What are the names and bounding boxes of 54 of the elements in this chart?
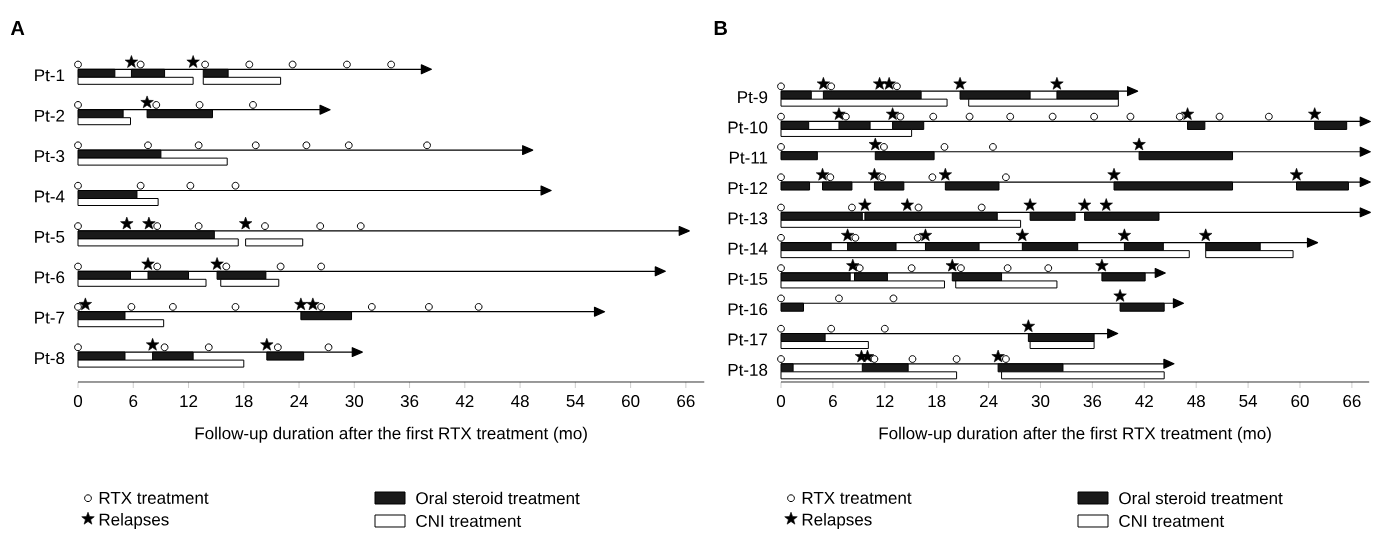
x-tick-label: 30 xyxy=(345,395,364,408)
x-tick-label: 48 xyxy=(1187,395,1205,408)
legend-label: RTX treatment xyxy=(99,492,209,504)
x-tick-label: 42 xyxy=(455,395,474,407)
x-tick-label: 36 xyxy=(1083,395,1102,408)
y-tick-label: Pt-8 xyxy=(35,352,65,365)
x-tick-label: 24 xyxy=(979,395,998,407)
y-tick-label: Pt-5 xyxy=(35,230,65,243)
y-tick-label: Pt-6 xyxy=(35,271,65,284)
x-tick-label: 12 xyxy=(180,395,198,407)
x-tick-label: 18 xyxy=(235,395,253,408)
y-tick-label: Pt-12 xyxy=(728,182,768,195)
y-tick-label: Pt-4 xyxy=(35,190,65,203)
x-tick-label: 30 xyxy=(1031,395,1050,408)
x-tick-label: 0 xyxy=(776,395,786,408)
legend-label: RTX treatment xyxy=(802,492,912,504)
legend-label: Oral steroid treatment xyxy=(416,491,580,505)
y-tick-label: Pt-10 xyxy=(728,121,768,134)
x-tick-label: 60 xyxy=(1291,395,1309,408)
x-tick-label: 42 xyxy=(1135,395,1153,407)
y-tick-label: Pt-16 xyxy=(728,303,768,316)
x-tick-label: 24 xyxy=(290,395,309,407)
x-axis-title: Follow-up duration after the first RTX treatment (mo) xyxy=(195,426,587,443)
x-tick-label: 0 xyxy=(73,395,83,408)
x-tick-label: 54 xyxy=(566,395,585,407)
x-tick-label: 66 xyxy=(677,395,695,408)
y-tick-label: Pt-17 xyxy=(728,333,768,346)
legend-label: Oral steroid treatment xyxy=(1119,491,1283,505)
chart-title: A xyxy=(10,21,25,35)
legend-label: CNI treatment xyxy=(1119,515,1225,528)
x-tick-label: 6 xyxy=(829,395,837,408)
x-tick-label: 48 xyxy=(511,395,529,408)
y-tick-label: Pt-7 xyxy=(35,311,65,324)
legend-label: Relapses xyxy=(802,513,872,529)
y-tick-label: Pt-14 xyxy=(728,242,768,255)
x-tick-label: 12 xyxy=(876,395,894,407)
y-tick-label: Pt-18 xyxy=(728,363,768,376)
y-tick-label: Pt-15 xyxy=(728,272,768,285)
y-tick-label: Pt-3 xyxy=(35,150,65,163)
x-tick-label: 6 xyxy=(129,395,138,408)
x-tick-label: 66 xyxy=(1343,395,1361,408)
y-tick-label: Pt-1 xyxy=(35,69,65,82)
chart-title: B xyxy=(714,21,727,35)
legend-label: CNI treatment xyxy=(416,515,522,528)
x-tick-label: 36 xyxy=(400,395,419,408)
x-tick-label: 54 xyxy=(1239,395,1258,407)
y-tick-label: Pt-13 xyxy=(728,212,768,225)
x-tick-label: 18 xyxy=(928,395,946,408)
y-tick-label: Pt-11 xyxy=(729,151,768,164)
x-tick-label: 60 xyxy=(622,395,640,408)
legend-label: Relapses xyxy=(99,513,169,529)
y-tick-label: Pt-2 xyxy=(35,109,65,122)
y-tick-label: Pt-9 xyxy=(738,91,768,104)
x-axis-title: Follow-up duration after the first RTX treatment (mo) xyxy=(879,426,1271,443)
